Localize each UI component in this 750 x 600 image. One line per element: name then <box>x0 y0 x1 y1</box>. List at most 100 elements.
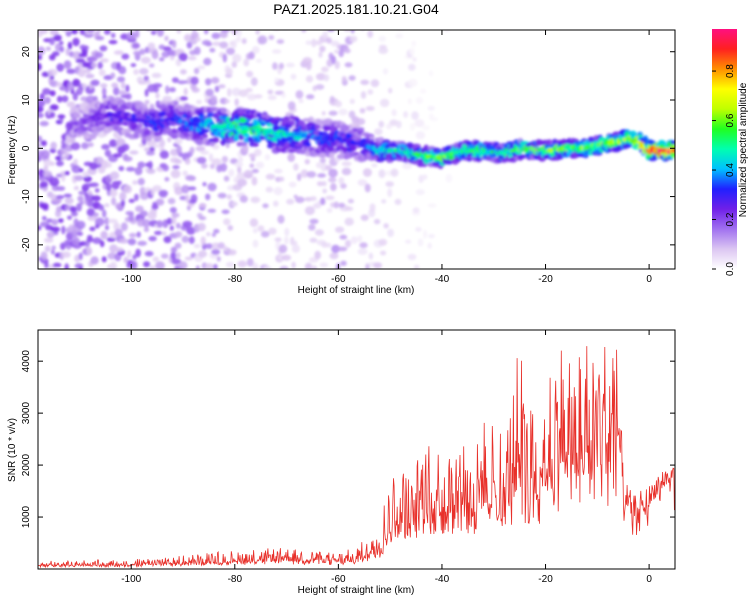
heatmap-cell <box>194 37 201 42</box>
heatmap-cell <box>340 260 347 266</box>
heatmap-cell <box>518 154 527 160</box>
heatmap-cell <box>187 175 196 181</box>
heatmap-cell <box>69 206 77 213</box>
heatmap-cell <box>211 249 221 255</box>
heatmap-cell <box>169 225 174 231</box>
heatmap-cell <box>231 61 237 68</box>
heatmap-cell <box>39 93 45 101</box>
x-tick-label: -40 <box>435 274 450 285</box>
heatmap-cell <box>407 98 412 105</box>
heatmap-cell <box>328 177 337 183</box>
heatmap-cell <box>284 227 290 237</box>
heatmap-cell <box>84 192 94 202</box>
heatmap-cell <box>381 199 387 204</box>
y-tick-label: 3000 <box>21 402 32 425</box>
heatmap-cell <box>159 139 166 148</box>
heatmap-cell <box>238 141 248 147</box>
heatmap-cell <box>132 180 138 185</box>
heatmap-cell <box>309 237 318 243</box>
heatmap-cell <box>70 211 78 217</box>
heatmap-cell <box>305 61 312 71</box>
heatmap-cell <box>64 197 74 205</box>
heatmap-cell <box>115 22 124 28</box>
colorbar-tick-label: 0.4 <box>725 163 736 177</box>
heatmap-cell <box>118 90 127 96</box>
heatmap-cell <box>241 38 247 44</box>
heatmap-cell <box>56 63 65 72</box>
heatmap-cell <box>338 202 346 208</box>
heatmap-cell <box>119 238 129 244</box>
heatmap-cell <box>228 169 235 177</box>
heatmap-cell <box>61 30 71 32</box>
heatmap-cell <box>104 149 112 157</box>
heatmap-cell <box>326 59 333 67</box>
heatmap-cell <box>232 53 242 63</box>
heatmap-cell <box>359 108 366 114</box>
heatmap-cell <box>130 63 137 68</box>
heatmap-cell <box>101 209 107 218</box>
heatmap-cell <box>286 62 295 68</box>
heatmap-cell <box>227 88 232 97</box>
heatmap-cell <box>202 133 208 139</box>
heatmap-cell <box>73 158 78 165</box>
heatmap-cell <box>212 41 222 47</box>
heatmap-cell <box>201 39 212 46</box>
heatmap-cell <box>167 136 172 143</box>
y-tick-label: 4000 <box>21 350 32 373</box>
heatmap-cell <box>116 76 126 83</box>
heatmap-cell <box>355 118 366 126</box>
y-tick-label: 2000 <box>21 454 32 477</box>
heatmap-cell <box>286 136 294 141</box>
heatmap-cell <box>104 217 110 226</box>
heatmap-cell <box>166 217 173 225</box>
heatmap-cell <box>136 231 141 238</box>
heatmap-cell <box>255 161 265 169</box>
heatmap-cell <box>101 256 107 263</box>
heatmap-cell <box>65 30 72 37</box>
heatmap-cell <box>39 30 48 35</box>
heatmap-cell <box>40 149 50 159</box>
heatmap-cell <box>320 197 326 206</box>
heatmap-cell <box>55 81 62 87</box>
heatmap-cell <box>293 163 299 171</box>
heatmap-cell <box>95 127 105 131</box>
heatmap-cell <box>42 24 50 29</box>
heatmap-cell <box>134 166 143 176</box>
heatmap-cell <box>225 67 233 76</box>
heatmap-cell <box>195 265 200 269</box>
heatmap-cell <box>344 217 354 226</box>
heatmap-cell <box>203 30 209 35</box>
heatmap-cell <box>113 247 124 252</box>
heatmap-cell <box>378 169 386 179</box>
heatmap-cell <box>76 129 84 135</box>
heatmap-cell <box>198 216 207 221</box>
x-tick-label: -20 <box>538 574 553 585</box>
heatmap-cell <box>248 51 255 60</box>
heatmap-cell <box>38 175 47 181</box>
heatmap-cell <box>152 83 163 88</box>
heatmap-cell <box>252 239 259 248</box>
heatmap-cell <box>357 179 368 187</box>
heatmap-cell <box>357 248 368 255</box>
heatmap-cell <box>279 265 289 269</box>
heatmap-cell <box>98 69 106 77</box>
heatmap-cell <box>357 127 365 131</box>
heatmap-cell <box>267 89 274 95</box>
heatmap-cell <box>61 95 69 103</box>
heatmap-cell <box>125 166 136 172</box>
heatmap-cell <box>341 76 347 82</box>
heatmap-cell <box>316 181 324 187</box>
heatmap-cell <box>360 79 370 86</box>
heatmap-cell <box>369 135 375 140</box>
heatmap-cell <box>149 265 156 269</box>
heatmap-cell <box>92 237 102 244</box>
heatmap-cell <box>394 198 402 205</box>
heatmap-cell <box>42 88 51 95</box>
heatmap-cell <box>184 34 192 42</box>
colorbar-tick-label: 0.6 <box>725 113 736 127</box>
heatmap-cell <box>205 78 212 86</box>
heatmap-cell <box>670 152 675 157</box>
heatmap-cell <box>180 69 187 75</box>
colorbar-fill <box>712 29 737 269</box>
heatmap-cell <box>82 171 90 177</box>
